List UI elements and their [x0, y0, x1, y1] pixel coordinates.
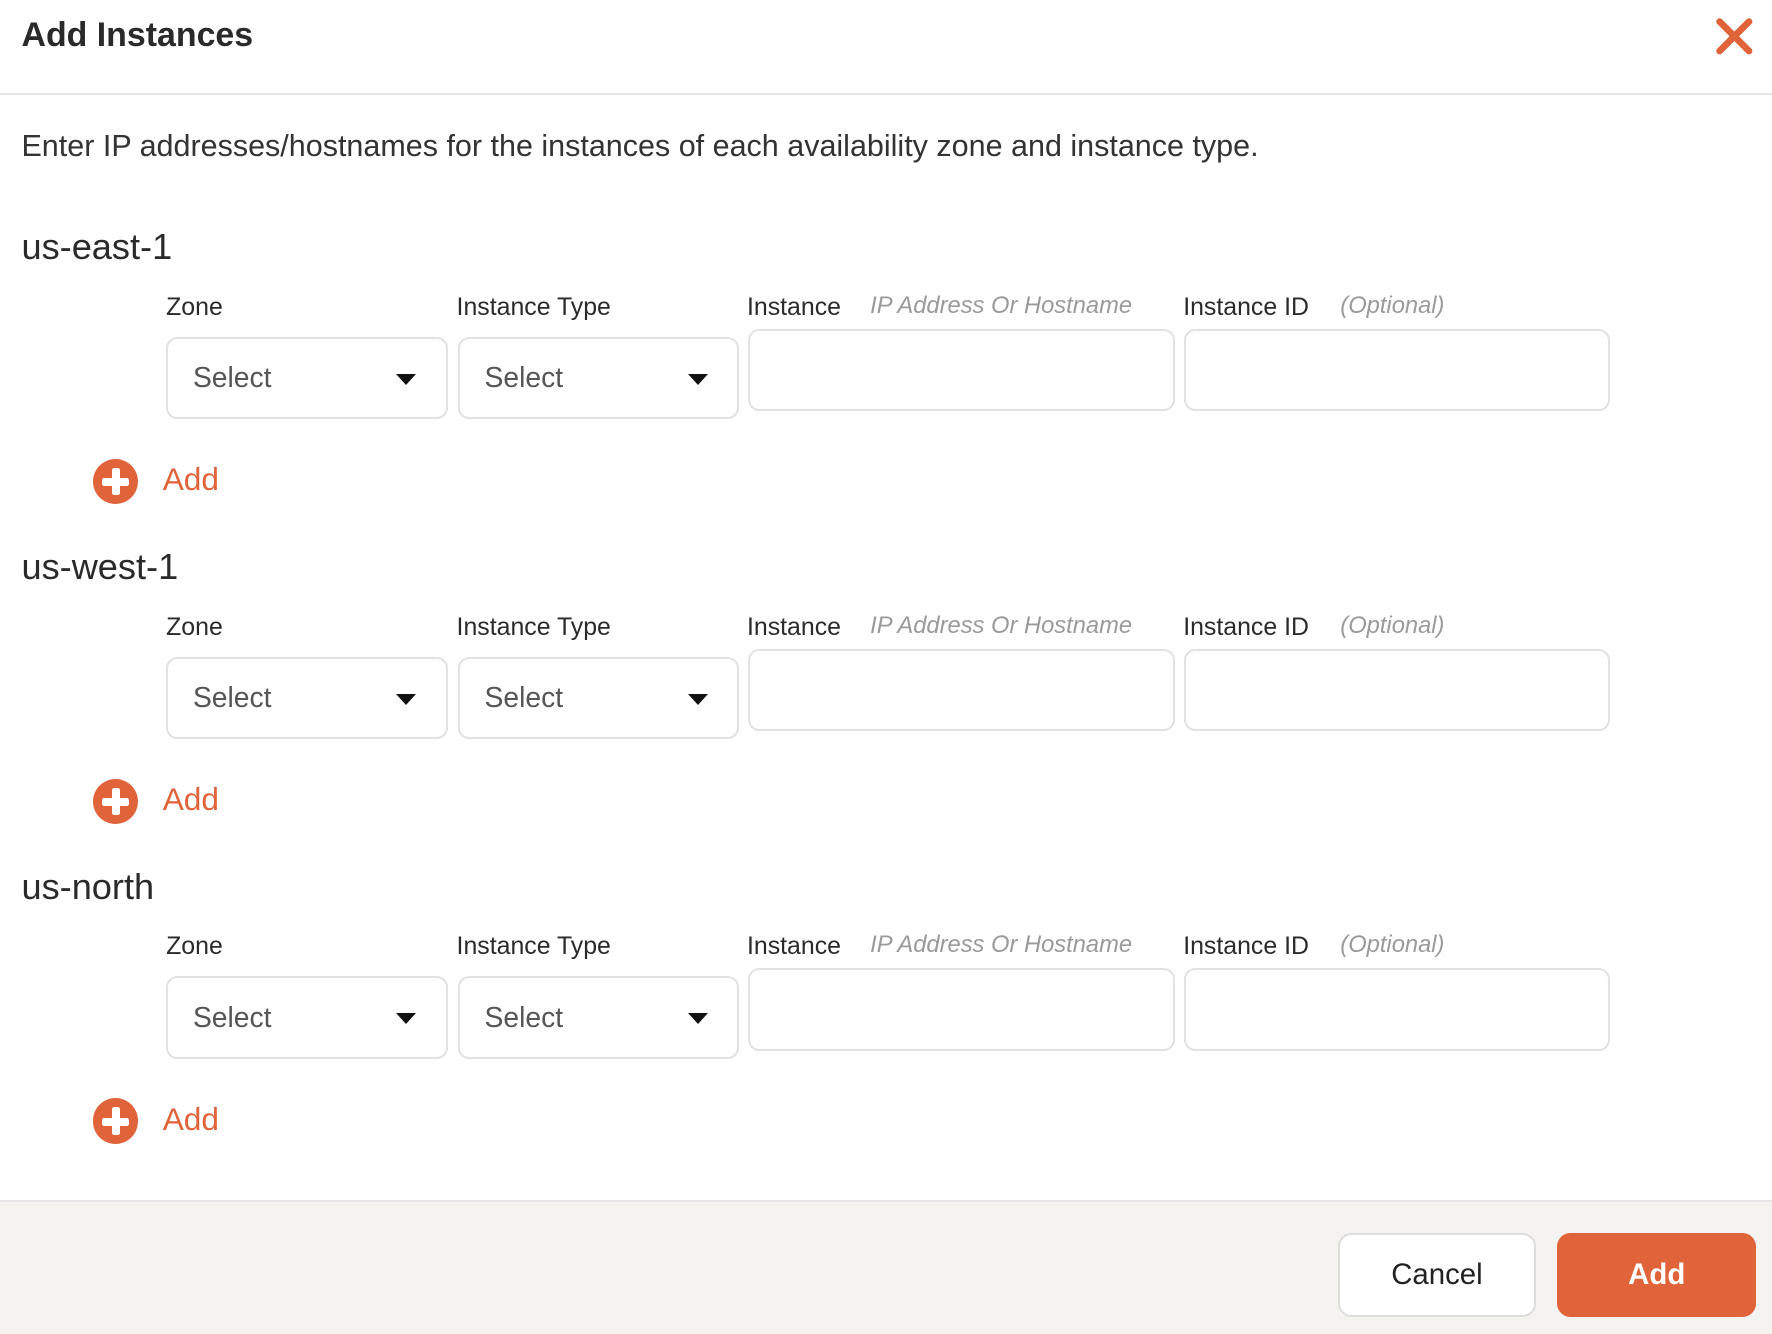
zone-select[interactable]: Select	[166, 976, 448, 1059]
add-row-label: Add	[162, 780, 219, 817]
instance-id-input[interactable]	[1184, 648, 1611, 732]
zone-select-value: Select	[192, 361, 272, 394]
zone-select[interactable]: Select	[166, 656, 448, 740]
zone-select-value: Select	[192, 681, 272, 714]
instance-input[interactable]	[748, 968, 1176, 1051]
instance-type-select[interactable]: Select	[457, 336, 740, 420]
plus-circle-icon	[92, 458, 138, 505]
instance-id-input[interactable]	[1184, 968, 1611, 1051]
add-instance-row-button[interactable]: Add	[92, 458, 240, 505]
plus-circle-icon	[92, 778, 138, 824]
instance-type-label: Instance Type	[456, 292, 611, 321]
zone-label: Zone	[166, 292, 223, 321]
instance-id-hint: (Optional)	[1340, 932, 1445, 959]
region-heading: us-east-1	[21, 226, 173, 268]
add-row-label: Add	[162, 461, 219, 498]
caret-down-icon	[687, 1013, 708, 1025]
zone-label: Zone	[166, 612, 223, 641]
instance-label: Instance	[746, 292, 841, 321]
plus-circle-icon	[92, 1098, 138, 1144]
caret-down-icon	[687, 373, 708, 385]
instance-label: Instance	[746, 612, 841, 641]
instance-id-label: Instance ID	[1183, 292, 1309, 321]
dialog-title: Add Instances	[21, 15, 254, 54]
add-row-label: Add	[162, 1100, 219, 1137]
instance-id-hint: (Optional)	[1340, 612, 1445, 639]
instance-hint: IP Address Or Hostname	[870, 932, 1133, 959]
instance-id-label: Instance ID	[1183, 932, 1309, 961]
header-divider	[0, 92, 1772, 95]
instance-input[interactable]	[748, 328, 1176, 412]
instance-type-select-value: Select	[484, 361, 564, 394]
caret-down-icon	[687, 693, 708, 705]
dialog-description: Enter IP addresses/hostnames for the ins…	[21, 128, 1259, 163]
instance-hint: IP Address Or Hostname	[870, 612, 1133, 639]
instance-id-hint: (Optional)	[1340, 292, 1445, 319]
instance-input[interactable]	[748, 648, 1176, 732]
cancel-button[interactable]: Cancel	[1338, 1232, 1536, 1317]
add-submit-button[interactable]: Add	[1557, 1232, 1757, 1317]
instance-type-select[interactable]: Select	[457, 976, 740, 1059]
add-instance-row-button[interactable]: Add	[92, 778, 240, 824]
add-instance-row-button[interactable]: Add	[92, 1098, 240, 1144]
caret-down-icon	[396, 693, 417, 705]
caret-down-icon	[396, 1013, 417, 1025]
close-icon[interactable]	[1714, 16, 1755, 57]
instance-type-select-value: Select	[484, 681, 564, 714]
instance-type-select-value: Select	[484, 1001, 564, 1033]
instance-type-label: Instance Type	[456, 612, 611, 641]
instance-id-label: Instance ID	[1183, 612, 1309, 641]
caret-down-icon	[396, 373, 417, 385]
zone-select-value: Select	[192, 1001, 272, 1033]
region-heading: us-north	[21, 865, 155, 907]
instance-id-input[interactable]	[1184, 328, 1611, 412]
zone-select[interactable]: Select	[166, 336, 448, 420]
zone-label: Zone	[166, 932, 223, 961]
instance-hint: IP Address Or Hostname	[870, 292, 1133, 319]
instance-label: Instance	[746, 932, 841, 961]
instance-type-select[interactable]: Select	[457, 656, 740, 740]
region-heading: us-west-1	[21, 545, 179, 587]
instance-type-label: Instance Type	[456, 932, 611, 961]
